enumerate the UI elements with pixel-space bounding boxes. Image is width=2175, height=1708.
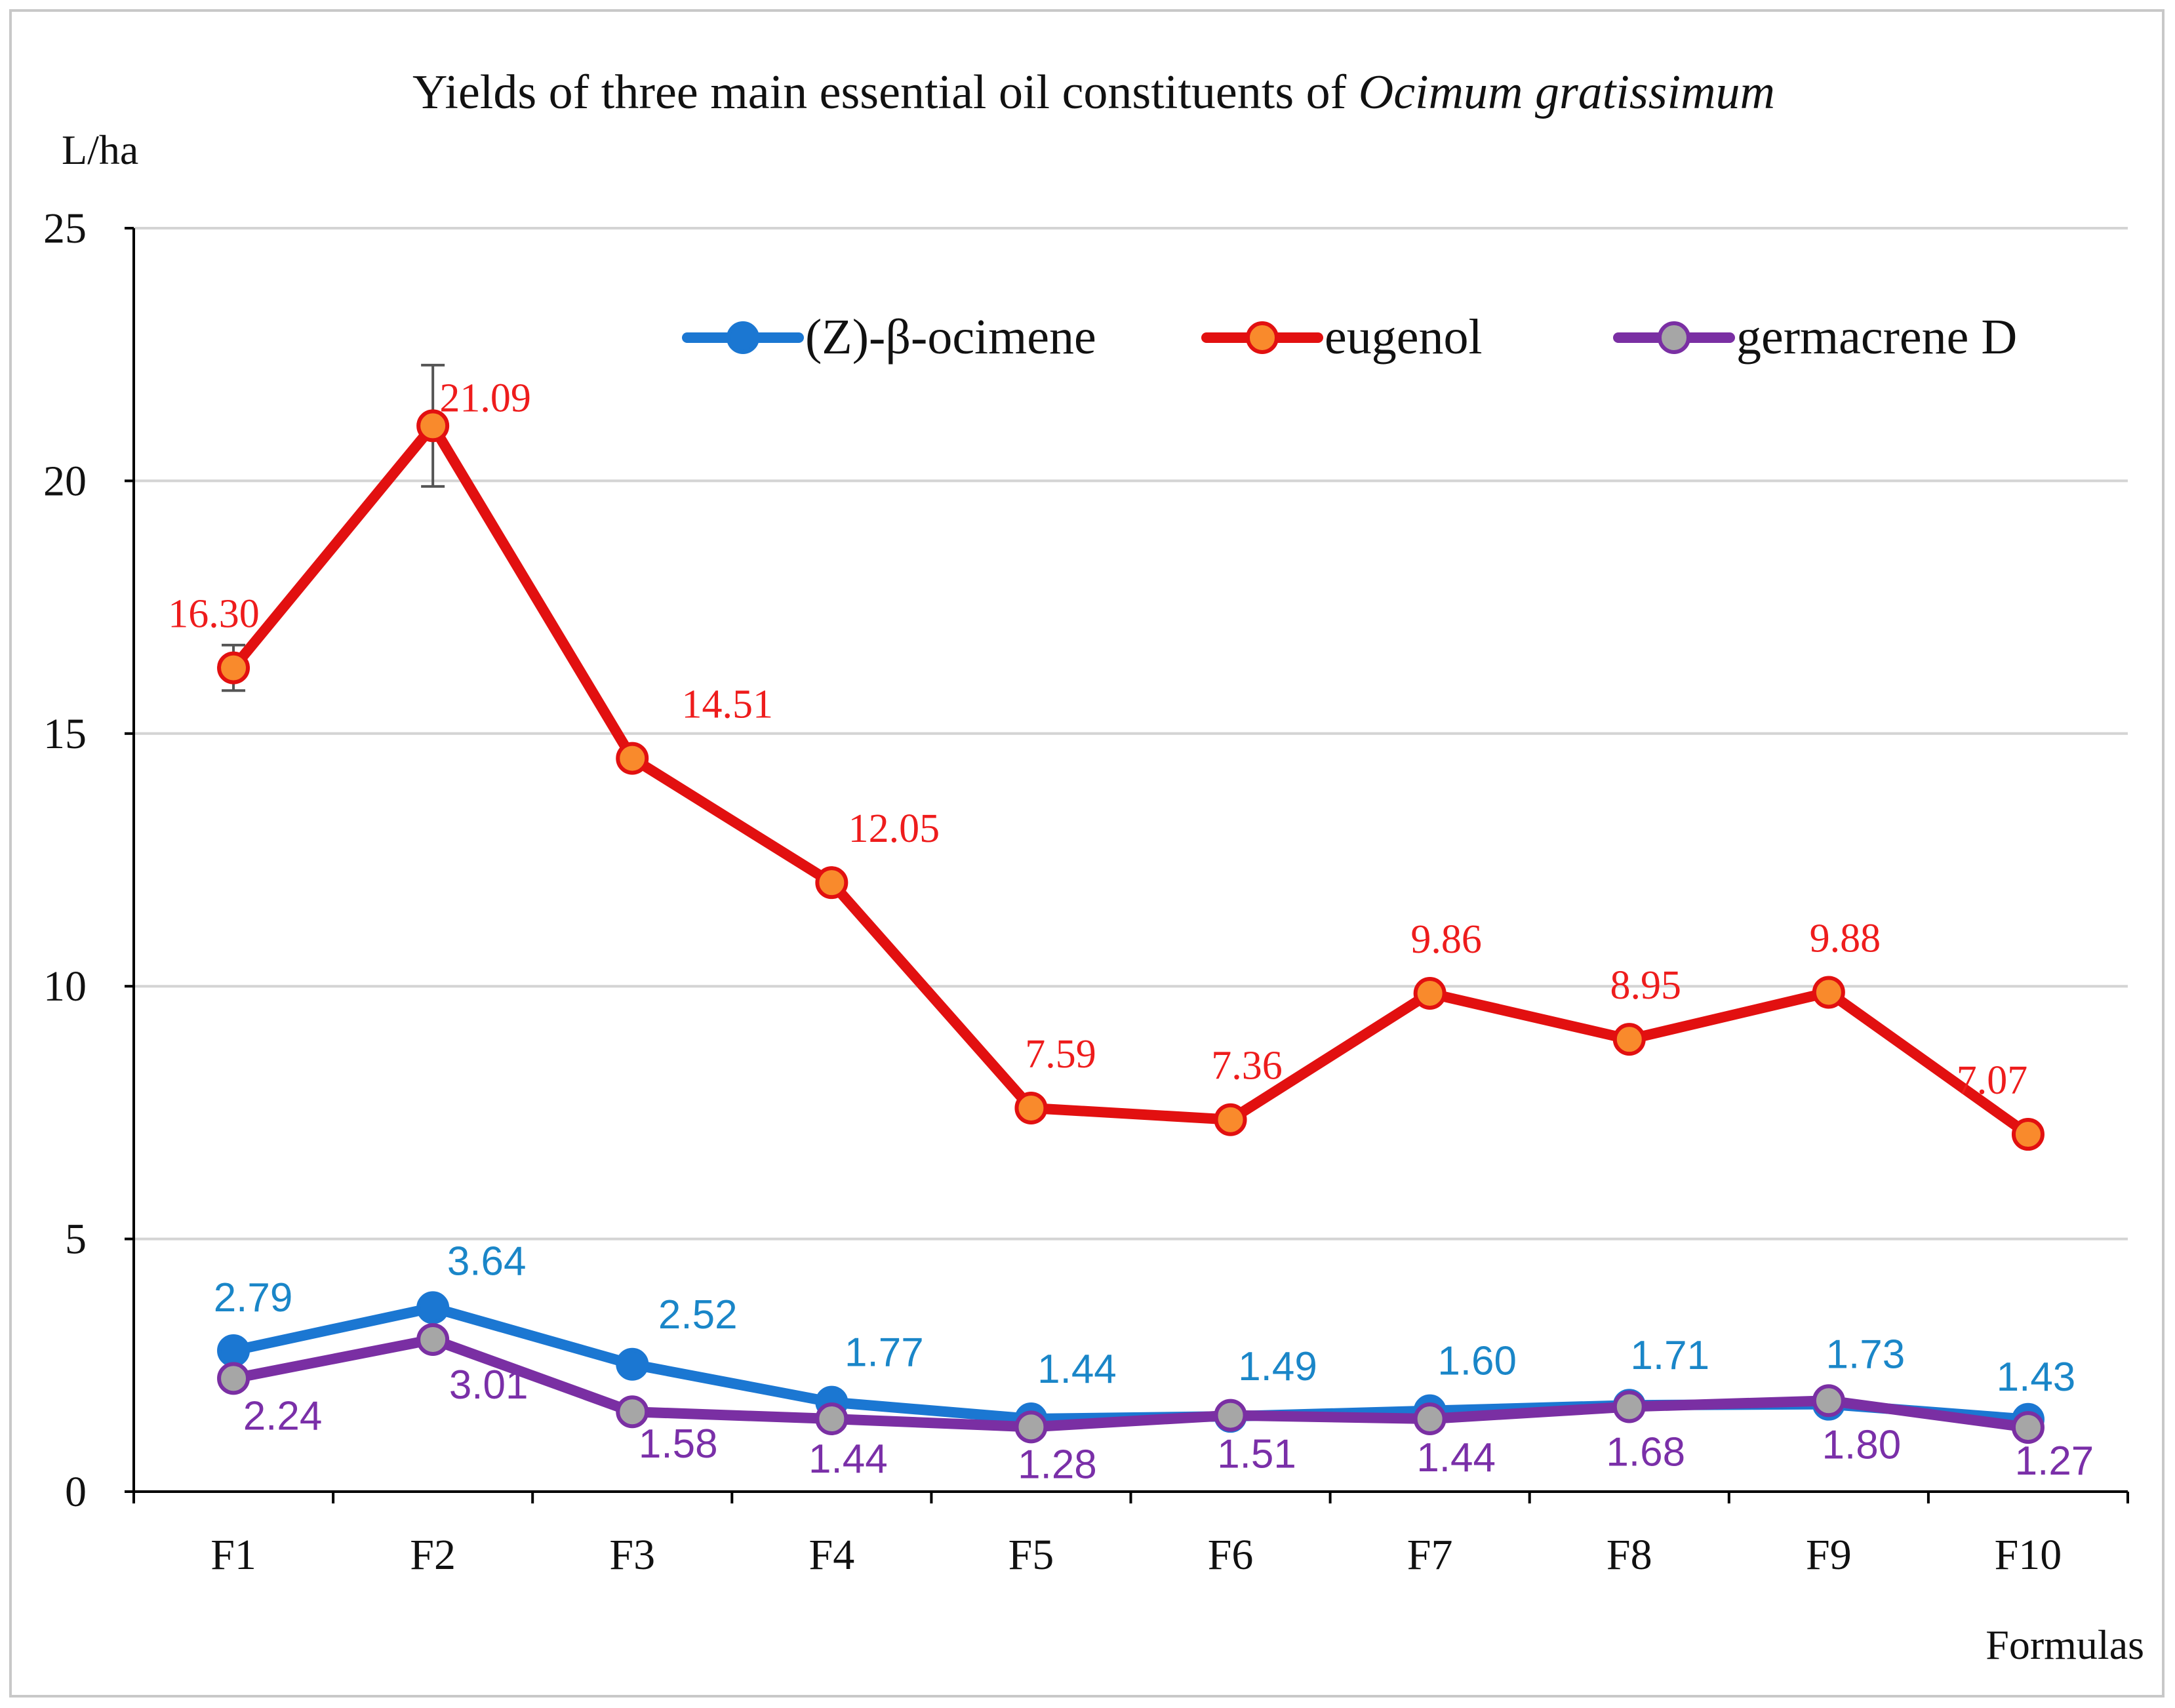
data-label: 12.05 [848,806,940,851]
legend-swatch-marker [1658,321,1690,354]
data-label: 3.64 [447,1239,527,1284]
data-label: 8.95 [1610,963,1682,1008]
data-label: 1.71 [1630,1333,1709,1378]
legend-item: germacrene D [1613,309,2017,365]
chart-title: Yields of three main essential oil const… [412,66,1775,119]
y-tick-labels: 0 5 10 15 20 25 [43,205,87,1516]
data-point [217,1334,250,1367]
series-eugenol [217,363,2045,1151]
data-label: 1.44 [808,1437,888,1482]
data-point [1014,1091,1048,1124]
data-label: 1.77 [845,1330,924,1376]
data-point [616,1347,649,1381]
data-point [1214,1103,1247,1136]
data-label: 1.80 [1822,1422,1902,1467]
data-label: 2.79 [214,1275,293,1321]
data-label: 16.30 [168,592,260,637]
data-point [416,1322,450,1356]
y-tick-label: 20 [43,457,87,505]
axes [125,227,2129,1503]
data-point [1014,1410,1048,1444]
x-tick-label: F4 [808,1531,854,1579]
data-label: 1.28 [1018,1442,1097,1487]
legend-label: eugenol [1325,309,1483,365]
data-point [616,1395,649,1429]
x-tick-label: F9 [1806,1531,1852,1579]
data-label: 1.51 [1217,1432,1296,1477]
series-line [228,1334,2033,1433]
legend-label: germacrene D [1736,309,2017,365]
y-tick-label: 5 [65,1216,87,1263]
data-point [815,1402,848,1436]
data-labels: 2.79 3.64 2.52 1.77 1.44 1.49 1.60 1.71 1.73 1.43… [168,376,2094,1487]
y-axis-label: L/ha [62,127,138,173]
x-tick-label: F6 [1208,1531,1254,1579]
series-line [228,420,2033,1140]
x-tick-label: F1 [210,1531,256,1579]
series-germacrene-d [217,1322,2045,1444]
legend: (Z)-β-ocimene eugenol germacrene D [682,309,2017,365]
data-label: 7.07 [1957,1058,2028,1103]
y-tick-label: 15 [43,710,87,758]
data-label: 14.51 [682,683,774,727]
data-label: 1.43 [1997,1355,2076,1400]
data-label: 1.73 [1826,1332,1906,1378]
data-point [616,742,649,775]
data-point [1812,976,1845,1009]
data-label: 2.24 [243,1393,323,1439]
data-label: 1.49 [1238,1344,1317,1389]
legend-item: (Z)-β-ocimene [682,309,1096,365]
data-point [416,1291,450,1324]
data-point [1413,1402,1447,1436]
chart-title-species: Ocimum gratissimum [1359,66,1775,119]
data-point [1812,1384,1845,1418]
y-tick-label: 0 [65,1468,87,1516]
legend-label: (Z)-β-ocimene [805,309,1096,365]
data-point [1214,1399,1247,1432]
x-tick-label: F8 [1606,1531,1652,1579]
gridlines [134,227,2128,1241]
data-point [1413,976,1447,1010]
y-tick-label: 25 [43,205,87,252]
data-label: 2.52 [658,1292,738,1338]
data-point [217,1362,250,1395]
data-label: 1.58 [639,1421,718,1467]
y-tick-label: 10 [43,963,87,1010]
series-layer [217,363,2045,1444]
data-label: 1.68 [1606,1430,1685,1475]
data-label: 3.01 [449,1362,529,1408]
x-tick-label: F10 [1995,1531,2062,1579]
data-point [815,866,848,900]
data-point [416,409,450,443]
data-label: 9.86 [1410,917,1482,962]
x-axis-label: Formulas [1985,1621,2144,1668]
x-tick-label: F3 [609,1531,655,1579]
data-point [217,651,250,685]
chart-title-main: Yields of three main essential oil const… [412,66,1359,119]
data-point [2011,1411,2045,1444]
data-label: 1.27 [2015,1439,2094,1484]
legend-item: eugenol [1201,309,1483,365]
data-label: 1.44 [1416,1435,1496,1480]
data-label: 7.36 [1211,1044,1283,1088]
data-label: 9.88 [1810,916,1881,961]
x-tick-labels: F1 F2 F3 F4 F5 F6 F7 F8 F9 F10 [210,1531,2062,1579]
data-point [2011,1118,2045,1151]
data-label: 1.60 [1437,1339,1517,1384]
data-point [1612,1023,1646,1056]
x-tick-label: F5 [1008,1531,1054,1579]
x-tick-label: F7 [1407,1531,1453,1579]
data-label: 1.44 [1037,1347,1117,1392]
data-point [1612,1390,1646,1423]
data-label: 21.09 [439,376,531,420]
legend-swatch-marker [1246,321,1279,354]
x-tick-label: F2 [410,1531,456,1579]
data-label: 7.59 [1025,1032,1096,1077]
legend-swatch-marker [727,321,759,354]
